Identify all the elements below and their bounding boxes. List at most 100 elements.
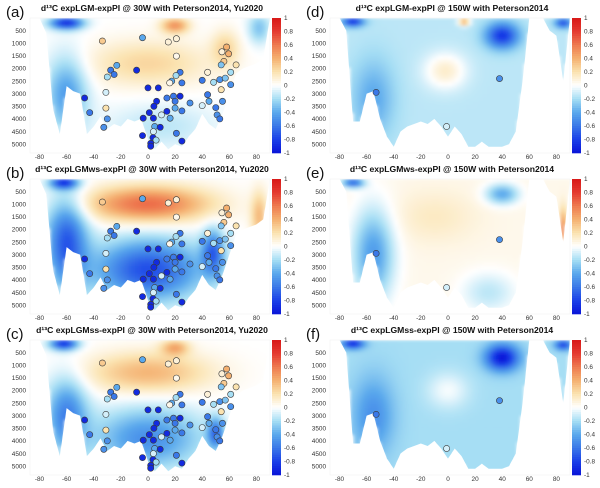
- heatmap-cell: [503, 33, 507, 37]
- heatmap-cell: [155, 60, 159, 64]
- heatmap-cell: [493, 71, 497, 75]
- heatmap-cell: [472, 120, 476, 124]
- heatmap-cell: [449, 22, 453, 26]
- heatmap-cell: [247, 18, 251, 22]
- proxy-point: [199, 103, 205, 109]
- heatmap-cell: [244, 56, 248, 60]
- heatmap-cell: [84, 52, 88, 56]
- heatmap-cell: [71, 71, 75, 75]
- heatmap-cell: [128, 52, 132, 56]
- heatmap-cell: [132, 270, 136, 274]
- heatmap-cell: [374, 41, 378, 45]
- heatmap-cell: [145, 128, 149, 132]
- heatmap-cell: [425, 120, 429, 124]
- heatmap-cell: [469, 105, 473, 109]
- heatmap-cell: [216, 37, 220, 41]
- heatmap-cell: [50, 228, 54, 232]
- heatmap-cell: [145, 48, 149, 52]
- heatmap-cell: [183, 217, 187, 221]
- heatmap-cell: [118, 75, 122, 79]
- heatmap-cell: [257, 56, 261, 60]
- colorbar-segment: [572, 32, 581, 35]
- heatmap-cell: [520, 45, 524, 49]
- heatmap-cell: [479, 60, 483, 64]
- heatmap-cell: [206, 63, 210, 67]
- heatmap-cell: [493, 139, 497, 143]
- heatmap-cell: [350, 22, 354, 26]
- heatmap-cell: [206, 37, 210, 41]
- heatmap-cell: [54, 116, 58, 120]
- heatmap-cell: [520, 60, 524, 64]
- colorbar-segment: [272, 99, 281, 102]
- heatmap-cell: [189, 128, 193, 132]
- heatmap-cell: [472, 90, 476, 94]
- heatmap-cell: [71, 198, 75, 202]
- heatmap-cell: [159, 56, 163, 60]
- heatmap-cell: [391, 94, 395, 98]
- heatmap-cell: [186, 281, 190, 285]
- heatmap-cell: [183, 37, 187, 41]
- heatmap-cell: [210, 56, 214, 60]
- heatmap-cell: [374, 52, 378, 56]
- heatmap-cell: [128, 243, 132, 247]
- heatmap-cell: [122, 113, 126, 117]
- heatmap-cell: [479, 33, 483, 37]
- heatmap-cell: [74, 67, 78, 71]
- heatmap-cell: [442, 90, 446, 94]
- heatmap-cell: [193, 194, 197, 198]
- heatmap-cell: [503, 18, 507, 22]
- heatmap-cell: [398, 22, 402, 26]
- heatmap-cell: [203, 113, 207, 117]
- heatmap-cell: [135, 113, 139, 117]
- heatmap-cell: [445, 109, 449, 113]
- heatmap-cell: [91, 67, 95, 71]
- heatmap-cell: [125, 183, 129, 187]
- heatmap-cell: [155, 236, 159, 240]
- heatmap-cell: [61, 281, 65, 285]
- heatmap-cell: [233, 52, 237, 56]
- heatmap-cell: [388, 75, 392, 79]
- heatmap-cell: [159, 228, 163, 232]
- heatmap-cell: [398, 71, 402, 75]
- colorbar-tick-label: 1: [284, 15, 288, 22]
- heatmap-cell: [61, 97, 65, 101]
- heatmap-cell: [81, 60, 85, 64]
- heatmap-cell: [347, 22, 351, 26]
- heatmap-cell: [381, 60, 385, 64]
- heatmap-cell: [189, 255, 193, 259]
- heatmap-cell: [432, 82, 436, 86]
- heatmap-cell: [91, 22, 95, 26]
- heatmap-cell: [122, 270, 126, 274]
- heatmap-cell: [381, 41, 385, 45]
- heatmap-cell: [47, 209, 51, 213]
- proxy-point: [224, 44, 230, 50]
- heatmap-cell: [132, 243, 136, 247]
- heatmap-cell: [408, 45, 412, 49]
- heatmap-cell: [408, 41, 412, 45]
- heatmap-cell: [155, 255, 159, 259]
- heatmap-cell: [81, 101, 85, 105]
- heatmap-cell: [213, 120, 217, 124]
- heatmap-cell: [186, 236, 190, 240]
- heatmap-cell: [398, 135, 402, 139]
- heatmap-cell: [408, 86, 412, 90]
- heatmap-cell: [125, 251, 129, 255]
- heatmap-cell: [206, 82, 210, 86]
- heatmap-cell: [432, 37, 436, 41]
- heatmap-cell: [122, 213, 126, 217]
- heatmap-cell: [449, 75, 453, 79]
- heatmap-cell: [193, 94, 197, 98]
- heatmap-cell: [74, 45, 78, 49]
- heatmap-cell: [57, 198, 61, 202]
- heatmap-cell: [361, 63, 365, 67]
- heatmap-cell: [125, 277, 129, 281]
- heatmap-cell: [442, 116, 446, 120]
- heatmap-cell: [496, 18, 500, 22]
- heatmap-cell: [169, 296, 173, 300]
- heatmap-cell: [561, 45, 565, 49]
- heatmap-cell: [108, 183, 112, 187]
- heatmap-cell: [111, 41, 115, 45]
- heatmap-cell: [101, 52, 105, 56]
- heatmap-cell: [377, 56, 381, 60]
- heatmap-cell: [152, 90, 156, 94]
